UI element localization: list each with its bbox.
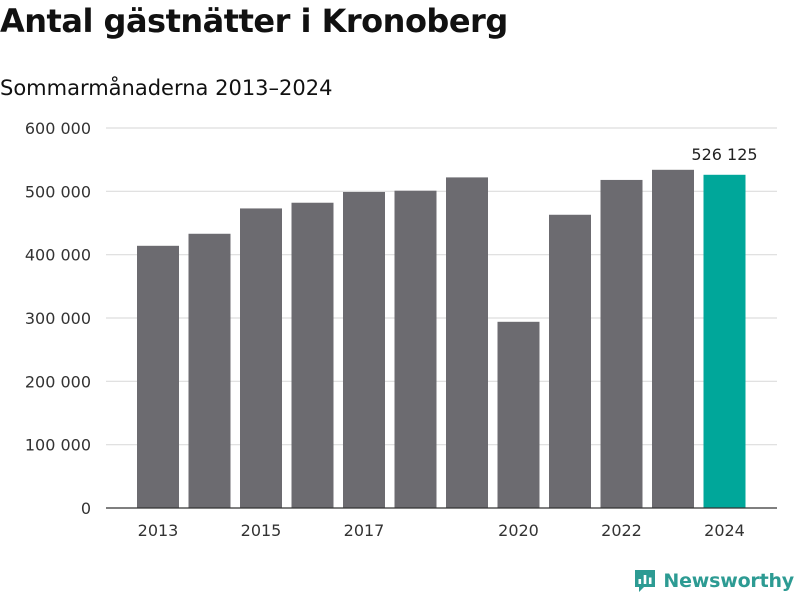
y-tick-label: 300 000 xyxy=(25,309,91,328)
bar-2024 xyxy=(703,174,746,508)
brand-name: Newsworthy xyxy=(663,570,794,592)
x-tick-label: 2013 xyxy=(138,521,179,540)
data-labels: 526 125 xyxy=(691,145,757,164)
chart-subtitle: Sommarmånaderna 2013–2024 xyxy=(0,76,333,100)
y-tick-label: 500 000 xyxy=(25,182,91,201)
bar-2023 xyxy=(652,169,694,509)
bar-2018 xyxy=(394,190,437,508)
x-tick-label: 2022 xyxy=(601,521,642,540)
x-tick-label: 2024 xyxy=(704,521,745,540)
bar-2022 xyxy=(600,179,643,508)
bar-2013 xyxy=(137,245,179,509)
bar-2014 xyxy=(188,233,231,508)
x-tick-label: 2017 xyxy=(344,521,385,540)
x-tick-label: 2015 xyxy=(241,521,282,540)
bar-2021 xyxy=(549,214,591,508)
data-label: 526 125 xyxy=(691,145,757,164)
y-tick-label: 100 000 xyxy=(25,436,91,455)
brand-logo: Newsworthy xyxy=(633,568,794,594)
y-axis-ticks: 0 100 000 200 000 300 000 400 000 500 000 600 … xyxy=(25,119,91,518)
bar-2020 xyxy=(497,321,540,508)
x-axis-ticks: 2013 2015 2017 2020 2022 2024 xyxy=(138,521,745,540)
bars xyxy=(137,169,746,509)
y-tick-label: 200 000 xyxy=(25,372,91,391)
y-tick-label: 400 000 xyxy=(25,246,91,265)
y-tick-label: 600 000 xyxy=(25,119,91,138)
bar-2017 xyxy=(343,191,385,508)
bar-chart-logo-icon xyxy=(635,570,656,592)
chart-title: Antal gästnätter i Kronoberg xyxy=(0,2,508,40)
bar-2019 xyxy=(446,177,488,508)
y-tick-label: 0 xyxy=(81,499,91,518)
x-tick-label: 2020 xyxy=(498,521,539,540)
bar-2015 xyxy=(240,208,282,508)
bar-2016 xyxy=(291,202,334,508)
